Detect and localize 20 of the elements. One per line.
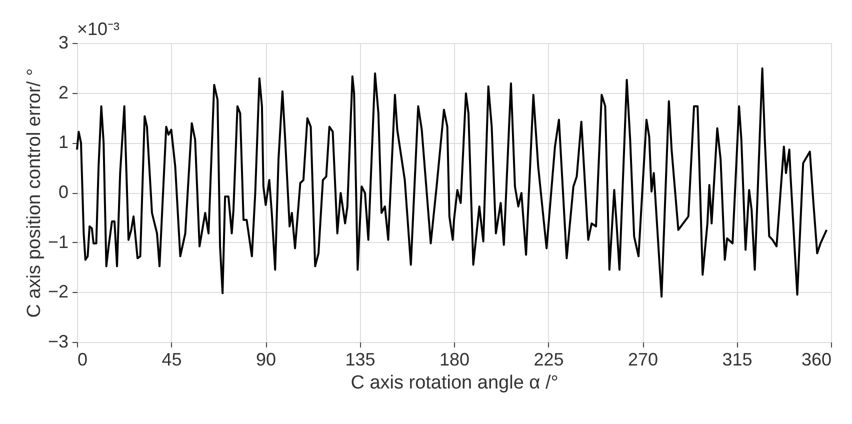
- x-tick-label: 360: [801, 350, 832, 370]
- x-tick-label: 0: [78, 350, 88, 370]
- x-tick-label: 270: [628, 350, 658, 370]
- y-tick-label: −1: [48, 232, 68, 252]
- y-tick-label: 3: [58, 32, 68, 52]
- y-tick-label: −3: [48, 332, 68, 352]
- line-series: [76, 67, 828, 298]
- x-tick-label: 135: [345, 350, 376, 370]
- x-axis-title: C axis rotation angle α /°: [350, 372, 558, 394]
- text: ×10⁻³: [77, 19, 120, 39]
- x-tick-label: 90: [256, 350, 276, 370]
- y-axis-title: C axis position control error/ °: [24, 68, 45, 318]
- y-tick-label: −2: [48, 282, 68, 302]
- x-tick-label: 45: [162, 350, 182, 370]
- x-tick-label: 180: [439, 350, 470, 370]
- y-tick-label: 0: [58, 182, 68, 202]
- y-tick-label: 1: [58, 132, 68, 152]
- x-tick-label: 315: [722, 350, 752, 370]
- x-tick-label: 225: [534, 350, 564, 370]
- y-tick-label: 2: [58, 82, 68, 102]
